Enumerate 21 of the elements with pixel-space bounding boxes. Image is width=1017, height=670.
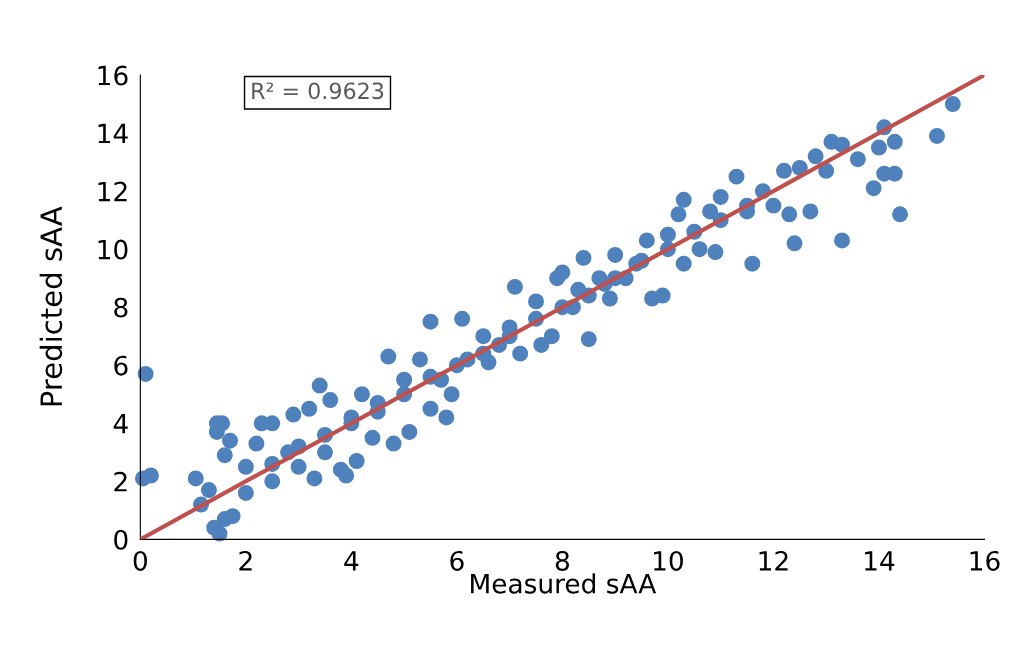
- x-tick-label: 2: [239, 550, 252, 571]
- y-tick-label: 0: [114, 529, 128, 550]
- x-tick-label: 12: [759, 550, 788, 571]
- y-tick-label: 14: [98, 123, 128, 144]
- y-tick-label: 16: [98, 65, 128, 86]
- x-tick-label: 10: [654, 550, 683, 571]
- x-tick-label: 14: [865, 551, 895, 571]
- x-tick-label: 4: [344, 551, 359, 571]
- y-tick-label: 6: [114, 355, 128, 376]
- x-tick-label: 0: [133, 550, 147, 571]
- y-axis-title: Predicted sAA: [39, 206, 63, 406]
- x-tick-label: 16: [970, 550, 1000, 571]
- annotation: R² = 0.9623: [252, 82, 384, 100]
- y-tick-label: 4: [113, 414, 128, 434]
- y-tick-label: 10: [98, 239, 128, 260]
- y-tick-label: 12: [98, 181, 127, 202]
- y-tick-label: 8: [114, 297, 128, 318]
- x-axis-title: Measured sAA: [471, 573, 657, 594]
- y-tick-label: 2: [114, 471, 127, 492]
- x-tick-label: 8: [555, 550, 569, 571]
- x-tick-label: 6: [450, 550, 464, 571]
